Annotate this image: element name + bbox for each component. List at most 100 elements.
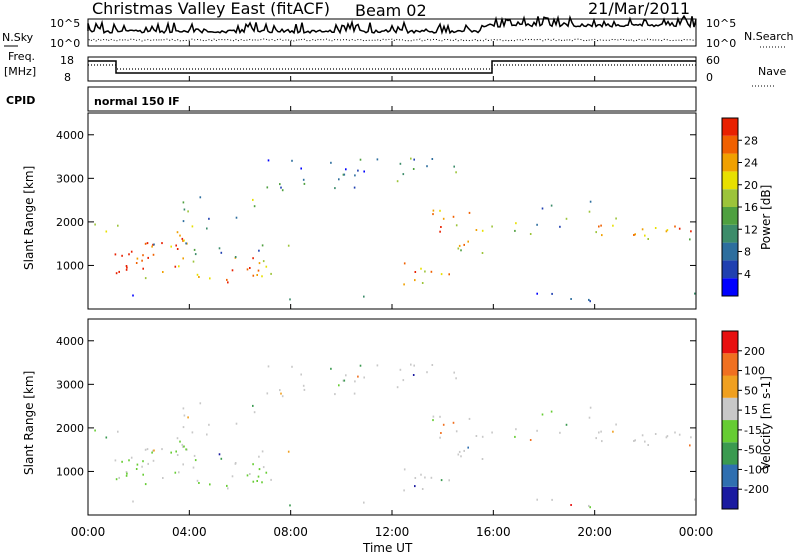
colorbar-tick-label: 8: [744, 246, 751, 259]
power-cell: [182, 220, 185, 223]
velocity-cell: [262, 466, 265, 469]
power-cell: [468, 211, 471, 214]
power-cell: [431, 158, 434, 160]
power-cell: [136, 257, 139, 260]
velocity-cell: [142, 460, 144, 463]
colorbar-swatch: [722, 135, 738, 154]
colorbar-swatch: [722, 118, 738, 136]
power-cell: [258, 249, 260, 252]
freq-tick-bottom: 8: [64, 71, 71, 84]
velocity-cell: [206, 433, 208, 436]
cpid-strip: CPID normal 150 IF: [6, 86, 697, 112]
velocity-cell: [491, 431, 493, 434]
colorbar-swatch: [722, 486, 738, 510]
power-cell: [252, 274, 255, 277]
velocity-cell: [94, 429, 96, 432]
velocity-cell: [231, 475, 234, 478]
power-cell: [94, 223, 96, 226]
velocity-cell: [647, 444, 649, 446]
power-cell: [536, 292, 538, 295]
velocity-cell: [198, 482, 200, 484]
velocity-y-ticks: 4000 3000 2000 1000: [56, 335, 696, 478]
power-cell: [514, 229, 516, 232]
y-tick-label: 1000: [56, 465, 84, 478]
velocity-cell: [634, 439, 636, 442]
velocity-colorbar: 200 100 50 15 -15 -50 -100 -200: [721, 330, 769, 510]
velocity-cell: [615, 423, 617, 426]
velocity-cell: [460, 455, 462, 458]
power-cell: [529, 233, 532, 235]
power-cells: [94, 157, 696, 303]
colorbar-swatch: [722, 353, 738, 376]
power-cell: [457, 247, 460, 250]
power-cell: [453, 165, 455, 168]
velocity-cell: [439, 415, 441, 418]
velocity-cell: [588, 504, 590, 507]
power-cell: [334, 187, 336, 190]
velocity-cell: [468, 417, 471, 420]
velocity-frame: [87, 318, 697, 516]
velocity-cell: [420, 473, 422, 476]
station-title: Christmas Valley East (fitACF): [92, 0, 330, 18]
cpid-value: normal 150 IF: [94, 95, 180, 108]
power-cell: [342, 173, 345, 176]
velocity-cell: [176, 454, 179, 456]
power-cell: [421, 282, 424, 284]
velocity-cell: [227, 487, 229, 490]
power-cell: [403, 283, 405, 286]
power-cell: [152, 253, 155, 256]
power-cell: [601, 234, 603, 237]
colorbar-swatch: [722, 442, 738, 465]
power-cell: [135, 262, 138, 264]
velocity-cell: [357, 375, 359, 378]
velocity-cell: [121, 460, 123, 463]
power-cell: [689, 238, 691, 241]
velocity-cell: [253, 411, 256, 414]
velocity-cell: [279, 389, 281, 392]
velocity-cell: [359, 364, 362, 367]
power-cell: [266, 186, 269, 189]
velocity-cell: [252, 404, 254, 407]
nave-label: Nave: [758, 65, 786, 78]
velocity-cell: [142, 473, 144, 476]
velocity-cell: [130, 456, 133, 459]
power-cell: [174, 265, 177, 268]
velocity-cell: [440, 479, 443, 482]
power-cell: [280, 186, 282, 189]
power-cell: [399, 162, 402, 165]
velocity-cell: [183, 414, 186, 417]
power-cell: [144, 242, 147, 245]
velocity-cell: [475, 435, 478, 437]
velocity-cell: [252, 480, 255, 483]
power-cell: [612, 224, 614, 227]
colorbar-tick-label: 4: [744, 268, 751, 281]
nsearch-trace: [87, 36, 697, 43]
power-cell: [193, 248, 196, 251]
colorbar-tick-label: 50: [744, 384, 758, 397]
power-cell: [426, 165, 428, 168]
velocity-cell: [128, 459, 130, 462]
velocity-cell: [600, 430, 602, 433]
power-cell: [175, 244, 177, 247]
velocity-cell: [481, 458, 484, 460]
power-cell: [440, 273, 443, 276]
power-cell: [267, 159, 270, 162]
power-cell: [420, 267, 422, 270]
power-cell: [126, 266, 128, 269]
nave-tick-bottom: 0: [706, 71, 713, 84]
velocity-cell: [536, 498, 538, 501]
velocity-cell: [270, 478, 272, 481]
power-cell: [152, 243, 154, 246]
power-cell: [142, 267, 144, 270]
power-cell: [541, 207, 544, 210]
y-tick-label: 3000: [56, 378, 84, 391]
power-cell: [218, 247, 221, 250]
power-cell: [666, 229, 669, 232]
power-cell: [463, 243, 465, 246]
velocity-cell: [153, 449, 155, 452]
power-cell: [644, 234, 646, 237]
velocity-cell: [612, 430, 614, 433]
power-cell: [261, 244, 264, 247]
power-frame: [87, 112, 697, 310]
velocity-ylabel: Slant Range [km]: [22, 371, 36, 475]
